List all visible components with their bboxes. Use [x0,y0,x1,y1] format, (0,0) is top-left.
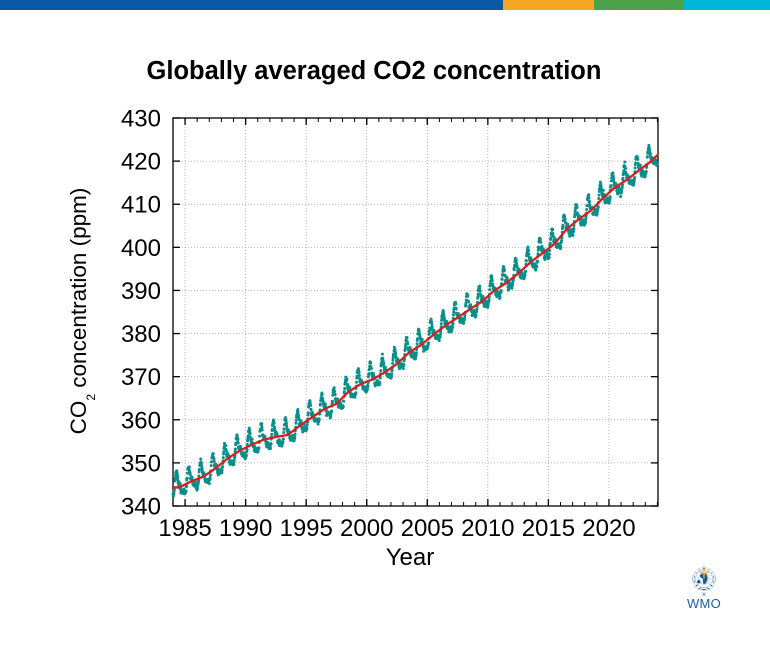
svg-text:1985: 1985 [158,515,211,542]
svg-text:2005: 2005 [401,515,454,542]
svg-text:2020: 2020 [582,515,635,542]
svg-text:420: 420 [121,149,161,176]
svg-text:2000: 2000 [340,515,393,542]
svg-text:WMO: WMO [687,596,721,611]
svg-text:380: 380 [121,321,161,348]
svg-text:1990: 1990 [219,515,272,542]
svg-text:340: 340 [121,494,161,521]
svg-text:2010: 2010 [461,515,514,542]
svg-text:360: 360 [121,407,161,434]
svg-text:430: 430 [121,106,161,133]
svg-text:2015: 2015 [522,515,575,542]
svg-text:350: 350 [121,450,161,477]
svg-text:370: 370 [121,364,161,391]
svg-text:400: 400 [121,235,161,262]
svg-text:390: 390 [121,278,161,305]
svg-text:1995: 1995 [279,515,332,542]
svg-text:410: 410 [121,192,161,219]
